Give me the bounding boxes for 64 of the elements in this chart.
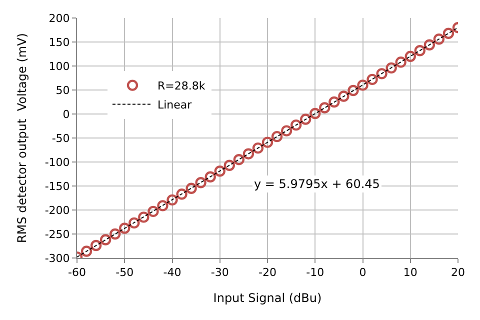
point <box>252 142 264 154</box>
point <box>328 96 340 108</box>
point <box>166 194 178 206</box>
point <box>100 234 112 246</box>
point <box>424 39 436 50</box>
point <box>186 182 197 194</box>
point <box>157 200 168 212</box>
y-tick-label: -150 <box>44 180 70 193</box>
x-tick-label: 20 <box>451 266 465 280</box>
point <box>233 154 245 166</box>
legend-label: Linear <box>157 98 192 112</box>
annotation: y = 5.9795x + 60.45 <box>254 177 380 191</box>
point <box>119 222 130 234</box>
y-tick-label: 150 <box>48 36 70 49</box>
point <box>262 136 274 148</box>
point <box>386 62 397 74</box>
point <box>357 80 368 91</box>
x-tick-label: -10 <box>306 266 324 280</box>
x-tick-label: 0 <box>359 266 366 280</box>
point <box>414 45 426 56</box>
x-tick-label: -30 <box>210 266 229 280</box>
x-tick-label: -50 <box>116 266 134 280</box>
point <box>271 130 283 142</box>
point <box>300 114 312 125</box>
point <box>90 240 102 252</box>
point <box>290 119 302 131</box>
point <box>280 125 292 136</box>
point <box>310 108 321 120</box>
legend-label: R=28.8k <box>157 80 206 93</box>
y-tick-label: -250 <box>44 228 70 241</box>
point <box>195 177 206 188</box>
y-tick-label: -100 <box>44 156 70 169</box>
point <box>148 206 159 218</box>
y-tick-label: 200 <box>48 12 70 25</box>
point <box>224 160 235 171</box>
point <box>128 217 140 229</box>
point <box>138 212 150 223</box>
point <box>204 171 216 182</box>
point <box>242 148 254 160</box>
y-tick-label: 0 <box>62 108 70 121</box>
y-axis-title: RMS detector output Voltage (mV) <box>15 33 30 243</box>
point <box>395 56 406 68</box>
point <box>404 50 416 62</box>
point <box>176 188 188 200</box>
x-tick-label: 10 <box>403 266 418 280</box>
point <box>376 68 388 80</box>
x-tick-label: -20 <box>258 266 276 280</box>
y-tick-label: 50 <box>56 84 70 97</box>
point <box>366 74 378 86</box>
point <box>338 90 350 102</box>
point <box>433 34 445 45</box>
y-tick-label: -200 <box>44 204 70 217</box>
y-tick-label: 100 <box>48 60 70 73</box>
point <box>214 166 226 177</box>
point <box>110 228 121 240</box>
point <box>442 28 454 39</box>
point <box>319 102 330 114</box>
x-tick-label: -60 <box>68 266 86 280</box>
y-tick-label: -50 <box>52 132 70 145</box>
point <box>80 246 92 257</box>
y-tick-label: -300 <box>44 252 70 265</box>
point <box>348 84 359 96</box>
x-tick-label: -40 <box>163 266 182 280</box>
x-axis-title: Input Signal (dBu) <box>213 291 322 306</box>
